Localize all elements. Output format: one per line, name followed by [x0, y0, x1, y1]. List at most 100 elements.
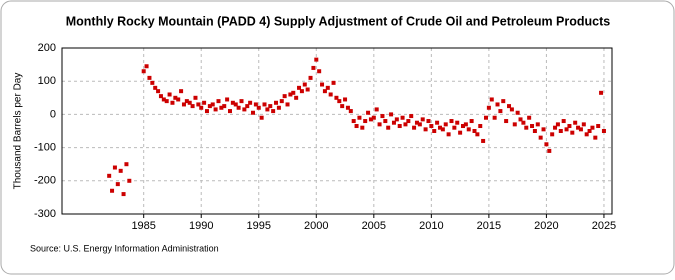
- x-tick-label: 2020: [534, 220, 558, 232]
- point: [400, 115, 405, 120]
- point: [458, 130, 463, 135]
- point: [507, 104, 512, 109]
- point: [141, 69, 146, 74]
- point: [437, 125, 442, 130]
- point: [440, 127, 445, 132]
- point: [262, 102, 267, 107]
- point: [486, 105, 491, 110]
- point: [426, 119, 431, 124]
- point: [348, 109, 353, 114]
- point: [386, 125, 391, 130]
- point: [593, 135, 598, 140]
- point: [472, 129, 477, 133]
- point: [331, 80, 336, 85]
- point: [236, 105, 241, 110]
- point: [354, 124, 359, 129]
- point: [253, 102, 258, 107]
- point: [409, 114, 414, 119]
- point: [121, 192, 126, 197]
- point: [570, 130, 575, 135]
- chart-title: Monthly Rocky Mountain (PADD 4) Supply A…: [66, 14, 611, 28]
- point: [328, 92, 333, 97]
- point: [432, 129, 437, 133]
- point: [320, 82, 325, 87]
- point: [245, 104, 250, 109]
- point: [596, 124, 601, 129]
- y-tick-label: 0: [50, 108, 56, 120]
- point: [199, 105, 204, 110]
- point: [518, 117, 523, 122]
- point: [573, 120, 578, 125]
- point: [115, 182, 120, 187]
- x-tick-label: 2000: [304, 220, 328, 232]
- point: [414, 120, 419, 125]
- y-tick-label: 100: [38, 75, 56, 87]
- point: [233, 102, 238, 107]
- point: [538, 135, 543, 140]
- point: [351, 119, 356, 124]
- point: [435, 120, 440, 125]
- point: [322, 89, 327, 94]
- point: [555, 122, 560, 127]
- point: [317, 69, 322, 74]
- point: [564, 127, 569, 132]
- y-tick-label: -300: [34, 208, 56, 220]
- point: [498, 109, 503, 114]
- point: [558, 129, 563, 133]
- point: [587, 129, 592, 133]
- source: Source: U.S. Energy Information Administ…: [30, 243, 219, 253]
- point: [127, 178, 132, 183]
- point: [305, 87, 310, 92]
- point: [167, 92, 172, 97]
- y-tick-label: -100: [34, 142, 56, 154]
- point: [492, 115, 497, 120]
- point: [535, 122, 540, 127]
- point: [443, 122, 448, 127]
- point: [544, 142, 549, 147]
- point: [553, 125, 558, 130]
- point: [515, 110, 520, 115]
- point: [504, 119, 509, 124]
- point: [196, 102, 201, 107]
- point: [225, 97, 230, 102]
- point: [567, 124, 572, 129]
- point: [265, 107, 270, 112]
- point: [394, 117, 399, 122]
- point: [242, 107, 247, 112]
- point: [268, 104, 273, 109]
- point: [403, 122, 408, 127]
- point: [282, 94, 287, 99]
- point: [314, 57, 319, 62]
- point: [216, 99, 221, 104]
- point: [190, 104, 195, 109]
- point: [380, 114, 385, 119]
- point: [584, 132, 589, 137]
- point: [144, 64, 149, 69]
- x-tick-label: 2010: [419, 220, 443, 232]
- point: [340, 104, 345, 109]
- point: [207, 104, 212, 109]
- point: [547, 148, 552, 153]
- point: [193, 95, 198, 100]
- point: [532, 129, 537, 133]
- point: [291, 90, 296, 95]
- y-tick-label: -200: [34, 175, 56, 187]
- y-tick-label: 200: [38, 42, 56, 54]
- point: [389, 112, 394, 117]
- point: [279, 99, 284, 104]
- point: [248, 100, 253, 105]
- point: [429, 124, 434, 129]
- point: [576, 125, 581, 130]
- point: [222, 104, 227, 109]
- point: [406, 119, 411, 124]
- point: [299, 89, 304, 94]
- point: [285, 102, 290, 107]
- point: [187, 100, 192, 105]
- point: [259, 115, 264, 120]
- point: [469, 119, 474, 124]
- point: [489, 97, 494, 102]
- point: [179, 89, 184, 94]
